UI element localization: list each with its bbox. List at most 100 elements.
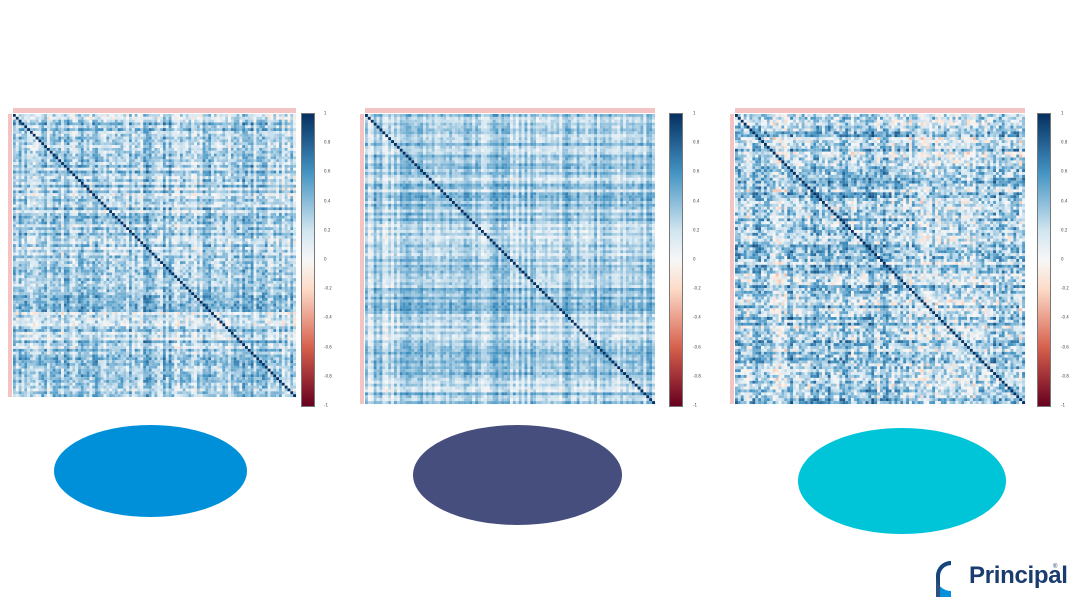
heatmap-cell [13,170,16,174]
heatmap-cell [137,230,141,233]
heatmap-cell [287,230,291,233]
heatmap-cell [83,213,87,216]
heatmap-cell [259,241,263,245]
heatmap-cell [287,130,291,134]
heatmap-cell [58,252,62,256]
heatmap-cell [185,230,189,233]
heatmap-cell [256,190,260,194]
heatmap-cell [194,218,197,222]
heatmap-cell [213,218,217,222]
heatmap-cell [109,187,113,191]
heatmap-cell [154,196,158,199]
heatmap-cell [35,201,39,205]
heatmap-cell [148,187,152,191]
heatmap-cell [205,215,209,219]
heatmap-cell [273,249,277,253]
heatmap-cell [123,184,127,188]
heatmap-cell [55,238,59,242]
heatmap-cell [290,215,294,219]
heatmap-cell [44,252,48,256]
heatmap-cell [35,167,39,171]
heatmap-cell [123,181,127,185]
heatmap-cell [194,252,197,256]
heatmap-cell [52,114,56,117]
heatmap-cell [188,179,192,182]
heatmap-cell [146,162,149,165]
heatmap-cell [270,249,274,253]
heatmap-cell [83,235,87,239]
heatmap-cell [236,204,240,208]
heatmap-cell [134,179,138,182]
heatmap-cell [13,179,16,182]
heatmap-cell [174,164,178,168]
heatmap-cell [126,187,130,191]
heatmap-cell [72,116,76,120]
heatmap-cell [75,162,79,165]
heatmap-cell [208,153,212,157]
heatmap-cell [41,213,45,216]
heatmap-cell [281,167,285,171]
heatmap-cell [219,150,223,154]
heatmap-cell [247,170,251,174]
heatmap-cell [213,235,217,239]
heatmap-cell [233,244,237,248]
heatmap-cell [69,213,73,216]
heatmap-cell [247,249,251,253]
heatmap-cell [196,181,200,185]
heatmap-cell [52,116,56,120]
heatmap-cell [165,130,169,134]
heatmap-cell [239,213,243,216]
heatmap-cell [151,119,155,123]
heatmap-cell [131,150,135,154]
heatmap-cell [66,116,70,120]
heatmap-cell [196,176,200,180]
heatmap-cell [236,179,240,182]
heatmap-cell [112,170,115,174]
heatmap-cell [83,179,87,182]
heatmap-cell [86,204,90,208]
heatmap-cell [112,252,115,256]
heatmap-cell [262,227,265,231]
heatmap-cell [63,221,67,225]
heatmap-cell [66,193,70,197]
heatmap-cell [228,114,231,117]
heatmap-cell [267,221,271,225]
heatmap-cell [262,128,265,132]
heatmap-cell [179,210,183,214]
heatmap-cell [219,198,223,202]
heatmap-cell [270,241,274,245]
heatmap-cell [191,170,195,174]
heatmap-cell [18,133,22,137]
heatmap-cell [41,184,45,188]
heatmap-cell [250,193,254,197]
heatmap-cell [32,204,36,208]
heatmap-cell [293,122,297,126]
heatmap-cell [137,181,141,185]
heatmap-cell [49,156,53,160]
heatmap-cell [41,218,45,222]
heatmap-cell [279,153,282,157]
heatmap-cell [21,196,25,199]
heatmap-cell [151,207,155,211]
heatmap-cell [208,162,212,165]
heatmap-cell [52,162,56,165]
heatmap-cell [35,215,39,219]
heatmap-cell [264,150,268,154]
heatmap-cell [114,241,118,245]
heatmap-cell [86,133,90,137]
heatmap-cell [259,218,263,222]
heatmap-cell [154,159,158,163]
heatmap-cell [256,213,260,216]
heatmap-cell [290,238,294,242]
heatmap-cell [97,196,101,199]
heatmap-cell [233,198,237,202]
heatmap-cell [177,116,181,120]
heatmap-cell [55,247,59,250]
heatmap-cell [151,210,155,214]
heatmap-cell [106,150,110,154]
heatmap-cell [293,221,297,225]
heatmap-cell [95,122,98,126]
heatmap-cell [264,252,268,256]
heatmap-cell [100,139,104,143]
heatmap-cell [262,232,265,236]
